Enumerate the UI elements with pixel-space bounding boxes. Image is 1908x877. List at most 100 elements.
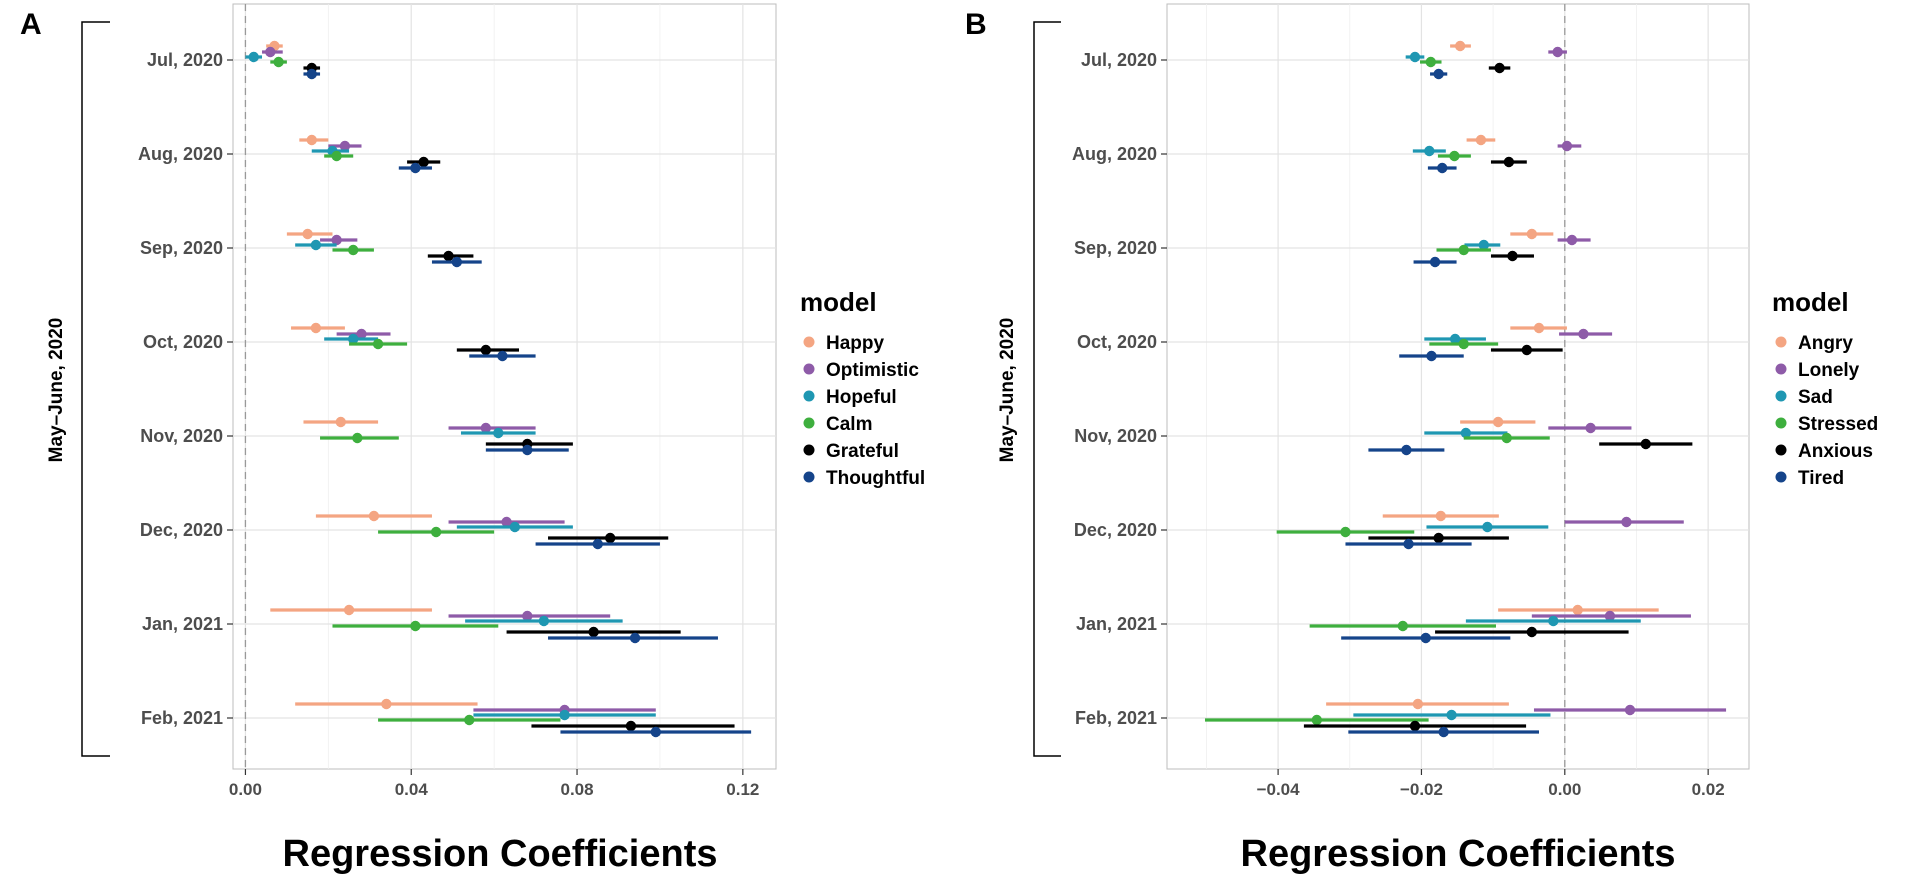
point-estimate — [352, 432, 363, 444]
point-estimate — [348, 244, 359, 256]
point-estimate — [1409, 720, 1421, 732]
point-estimate — [1526, 228, 1538, 240]
panel-b: B May–June, 2020 Jul, 2020 Aug, 2020 Sep, … — [965, 3, 1878, 875]
panel-b-legend-title: model — [1772, 287, 1849, 317]
point-estimate — [1340, 526, 1351, 538]
y-tick-label: Nov, 2020 — [1074, 426, 1157, 446]
legend-label-sad: Sad — [1798, 387, 1833, 408]
x-tick-label: 0.02 — [1692, 780, 1725, 799]
y-tick-label: Sep, 2020 — [140, 238, 223, 258]
legend-key-hopeful — [803, 390, 815, 402]
series-calm — [270, 56, 561, 726]
point-estimate — [335, 416, 346, 428]
point-estimate — [1503, 156, 1515, 168]
point-estimate — [306, 134, 317, 146]
point-estimate — [430, 526, 442, 538]
panel-b-letter: B — [965, 8, 987, 41]
y-tick-label: Jan, 2021 — [142, 614, 223, 634]
point-estimate — [1449, 333, 1461, 345]
point-estimate — [538, 615, 550, 627]
panel-a-letter: A — [20, 8, 42, 41]
point-estimate — [1458, 338, 1469, 350]
point-estimate — [1454, 40, 1466, 52]
point-estimate — [1449, 150, 1460, 162]
point-estimate — [480, 344, 492, 356]
panel-b-x-axis: −0.04 −0.02 0.00 0.02 — [1257, 769, 1725, 799]
legend-key-thoughtful — [803, 471, 815, 483]
legend-label-optimistic: Optimistic — [826, 360, 919, 381]
point-estimate — [310, 239, 322, 251]
legend-label-hopeful: Hopeful — [826, 387, 897, 408]
point-estimate — [1585, 422, 1596, 434]
point-estimate — [372, 338, 384, 350]
point-estimate — [501, 516, 512, 528]
panel-a-gridlines — [233, 4, 776, 769]
point-estimate — [1566, 234, 1578, 246]
series-sad — [1353, 51, 1641, 721]
point-estimate — [625, 720, 637, 732]
point-estimate — [306, 68, 317, 80]
point-estimate — [1640, 438, 1651, 450]
point-estimate — [1621, 516, 1632, 528]
y-tick-label: Oct, 2020 — [143, 332, 223, 352]
panel-b-legend: model Angry Lonely Sad Stressed Anxious Tired — [1772, 287, 1878, 489]
point-estimate — [480, 422, 492, 434]
y-tick-label: Feb, 2021 — [141, 708, 223, 728]
point-estimate — [1533, 322, 1545, 334]
legend-key-happy — [803, 336, 815, 348]
legend-key-stressed — [1775, 417, 1787, 429]
point-estimate — [1578, 328, 1589, 340]
series-happy — [266, 40, 478, 710]
x-tick-label: 0.04 — [395, 780, 429, 799]
legend-label-anxious: Anxious — [1798, 441, 1873, 462]
legend-label-happy: Happy — [826, 333, 885, 354]
panel-a-plot-area — [232, 3, 777, 770]
point-estimate — [629, 632, 641, 644]
point-estimate — [265, 46, 276, 58]
point-estimate — [493, 427, 504, 439]
legend-label-tired: Tired — [1798, 468, 1844, 489]
point-estimate — [1604, 610, 1616, 622]
x-tick-label: 0.08 — [560, 780, 593, 799]
panel-a-bracket-label: May–June, 2020 — [46, 318, 67, 463]
legend-key-calm — [803, 417, 815, 429]
point-estimate — [650, 726, 661, 738]
point-estimate — [1548, 615, 1559, 627]
legend-key-optimistic — [803, 363, 815, 375]
legend-key-sad — [1775, 390, 1787, 402]
y-tick-label: Dec, 2020 — [140, 520, 223, 540]
y-tick-label: Aug, 2020 — [1072, 144, 1157, 164]
point-estimate — [1311, 714, 1323, 726]
series-lonely — [1531, 46, 1727, 716]
point-estimate — [302, 228, 313, 240]
point-estimate — [331, 234, 342, 246]
point-estimate — [331, 150, 342, 162]
series-grateful — [303, 62, 735, 732]
point-estimate — [1425, 56, 1436, 68]
point-estimate — [343, 604, 355, 616]
point-estimate — [451, 256, 463, 268]
point-estimate — [522, 610, 533, 622]
panel-b-bracket-label: May–June, 2020 — [997, 318, 1018, 463]
point-estimate — [1507, 250, 1518, 262]
panel-b-y-axis: Jul, 2020 Aug, 2020 Sep, 2020 Oct, 2020 Nov,… — [1072, 50, 1167, 728]
point-estimate — [1482, 521, 1493, 533]
point-estimate — [1412, 698, 1424, 710]
legend-label-calm: Calm — [826, 414, 872, 435]
panel-a: A May–June, 2020 Jul, 2020 Aug, 2020 Sep, … — [20, 3, 925, 875]
point-estimate — [497, 350, 508, 362]
point-estimate — [418, 156, 429, 168]
series-angry — [1326, 40, 1659, 710]
point-estimate — [1397, 620, 1409, 632]
y-tick-label: Jul, 2020 — [1081, 50, 1157, 70]
point-estimate — [443, 250, 454, 262]
y-tick-label: Nov, 2020 — [140, 426, 223, 446]
panel-b-plot-area — [1166, 3, 1750, 770]
point-estimate — [1403, 538, 1414, 550]
panel-b-gridlines — [1167, 4, 1749, 769]
point-estimate — [1433, 532, 1444, 544]
legend-key-lonely — [1775, 363, 1787, 375]
legend-key-angry — [1775, 336, 1787, 348]
point-estimate — [1420, 632, 1431, 644]
point-estimate — [1561, 140, 1573, 152]
